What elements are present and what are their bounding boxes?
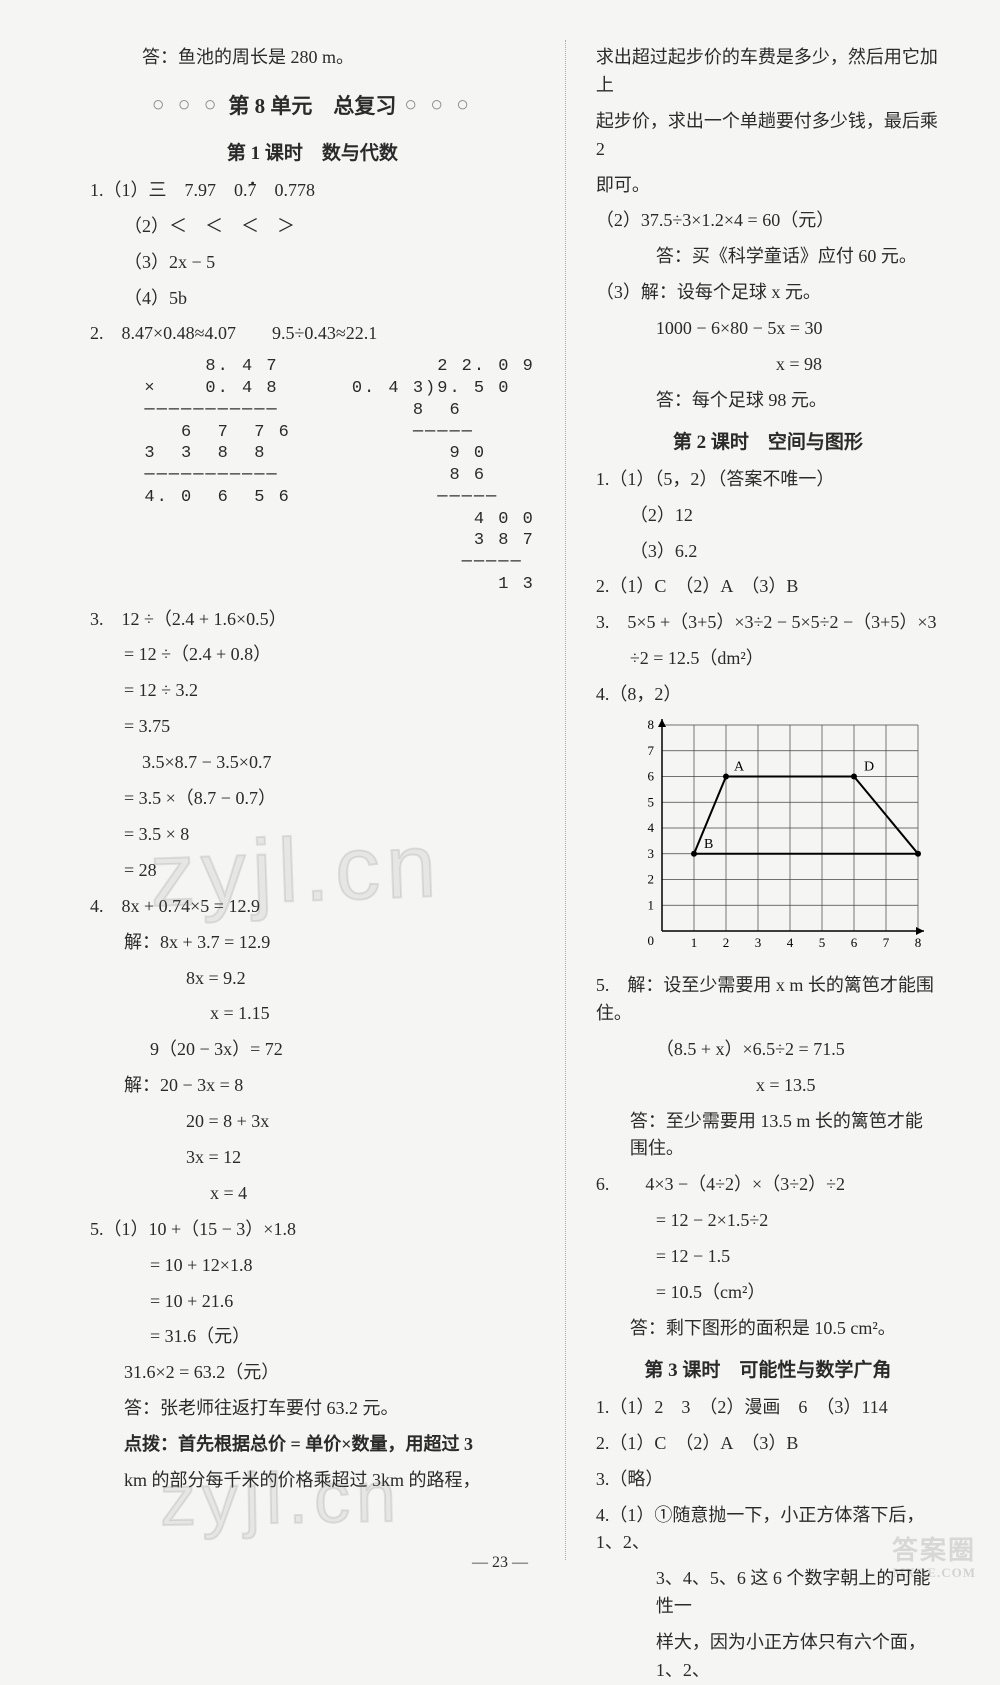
- q5-7: km 的部分每千米的价格乘超过 3km 的路程，: [90, 1467, 535, 1495]
- trapezoid-chart: 12345678123456780ABCD: [596, 717, 940, 962]
- q1-2: （2）＜ ＜ ＜ ＞: [90, 213, 535, 241]
- intro-answer: 答：鱼池的周长是 280 m。: [90, 44, 535, 72]
- q4-8: x = 4: [90, 1180, 535, 1208]
- q4-5: 解：20 − 3x = 8: [90, 1072, 535, 1100]
- svg-text:8: 8: [647, 717, 654, 732]
- svg-text:2: 2: [647, 872, 654, 887]
- g5-3: 答：至少需要用 13.5 m 长的篱笆才能围住。: [596, 1108, 940, 1164]
- h2: 2.（1）C （2）A （3）B: [596, 1430, 940, 1458]
- svg-text:2: 2: [723, 935, 730, 950]
- q4-3: x = 1.15: [90, 1000, 535, 1028]
- svg-text:3: 3: [755, 935, 762, 950]
- q5-4: 31.6×2 = 63.2（元）: [90, 1359, 535, 1387]
- h3: 3.（略）: [596, 1466, 940, 1494]
- svg-text:5: 5: [647, 794, 654, 809]
- q5-0: 5.（1）10 +（15 − 3）×1.8: [90, 1216, 535, 1244]
- q3-2: = 12 ÷ 3.2: [90, 677, 535, 705]
- g3-1: ÷2 = 12.5（dm²）: [596, 645, 940, 673]
- svg-text:4: 4: [647, 820, 654, 835]
- g5-0: 5. 解：设至少需要用 x m 长的篱笆才能围住。: [596, 972, 940, 1028]
- svg-text:1: 1: [691, 935, 698, 950]
- svg-text:6: 6: [851, 935, 858, 950]
- svg-text:5: 5: [819, 935, 826, 950]
- svg-text:B: B: [704, 837, 713, 852]
- cont-0: 求出超过起步价的车费是多少，然后用它加上: [596, 44, 940, 100]
- g6-2: = 12 − 1.5: [596, 1243, 940, 1271]
- q4-6: 20 = 8 + 3x: [90, 1108, 535, 1136]
- badge-text: 答案圈: [892, 1537, 976, 1566]
- lesson1-header: 第 1 课时 数与代数: [90, 138, 535, 165]
- g6-4: 答：剩下图形的面积是 10.5 cm²。: [596, 1315, 940, 1343]
- q1-4: （4）5b: [90, 285, 535, 313]
- q2-longcalc: 8. 4 7 2 2. 0 9 × 0. 4 8 0. 4 3)9. 5 0 ─…: [120, 356, 535, 595]
- q5-5: 答：张老师往返打车要付 63.2 元。: [90, 1395, 535, 1423]
- g4: 4.（8，2）: [596, 681, 940, 709]
- q4-4: 9（20 − 3x）= 72: [90, 1036, 535, 1064]
- p3-2: x = 98: [596, 351, 940, 379]
- q1-1: 1.（1）三 7.97 0.7 0.778: [90, 177, 535, 205]
- g1-2: （3）6.2: [596, 538, 940, 566]
- q3-5: = 3.5 ×（8.7 − 0.7）: [90, 785, 535, 813]
- lesson2-header: 第 2 课时 空间与图形: [596, 427, 940, 454]
- q4-2: 8x = 9.2: [90, 965, 535, 993]
- left-column: 答：鱼池的周长是 280 m。 ○ ○ ○ 第 8 单元 总复习 ○ ○ ○ 第…: [90, 40, 535, 1560]
- q5-2: = 10 + 21.6: [90, 1288, 535, 1316]
- p3-3: 答：每个足球 98 元。: [596, 387, 940, 415]
- q4-0: 4. 8x + 0.74×5 = 12.9: [90, 893, 535, 921]
- g5-2: x = 13.5: [596, 1072, 940, 1100]
- q3-4: 3.5×8.7 − 3.5×0.7: [90, 749, 535, 777]
- g6-0: 6. 4×3 −（4÷2）×（3÷2）÷2: [596, 1171, 940, 1199]
- footer-badge: 答案圈 MXQE.COM: [892, 1537, 976, 1580]
- cont-2: 即可。: [596, 172, 940, 200]
- p3-1: 1000 − 6×80 − 5x = 30: [596, 315, 940, 343]
- svg-text:D: D: [864, 760, 874, 775]
- p2-0: （2）37.5÷3×1.2×4 = 60（元）: [596, 207, 940, 235]
- svg-text:3: 3: [647, 846, 654, 861]
- q1-3: （3）2x − 5: [90, 249, 535, 277]
- q5-1: = 10 + 12×1.8: [90, 1252, 535, 1280]
- q5-6: 点拨：首先根据总价 = 单价×数量，用超过 3: [90, 1431, 535, 1459]
- h1: 1.（1）2 3 （2）漫画 6 （3）114: [596, 1394, 940, 1422]
- h4-2: 样大，因为小正方体只有六个面，1、2、: [596, 1629, 940, 1685]
- chart-svg: 12345678123456780ABCD: [628, 717, 928, 957]
- svg-text:8: 8: [915, 935, 922, 950]
- q2-head: 2. 8.47×0.48≈4.07 9.5÷0.43≈22.1: [90, 320, 535, 348]
- svg-text:6: 6: [647, 769, 654, 784]
- g5-1: （8.5 + x）×6.5÷2 = 71.5: [596, 1036, 940, 1064]
- svg-text:0: 0: [647, 933, 654, 948]
- q4-7: 3x = 12: [90, 1144, 535, 1172]
- q5-3: = 31.6（元）: [90, 1323, 535, 1351]
- h4-1: 3、4、5、6 这 6 个数字朝上的可能性一: [596, 1565, 940, 1621]
- badge-url: MXQE.COM: [892, 1566, 976, 1580]
- g3-0: 3. 5×5 +（3+5）×3÷2 − 5×5÷2 −（3+5）×3: [596, 609, 940, 637]
- unit-title: 第 8 单元 总复习: [228, 90, 396, 120]
- q3-7: = 28: [90, 857, 535, 885]
- svg-text:7: 7: [883, 935, 890, 950]
- svg-text:4: 4: [787, 935, 794, 950]
- g6-1: = 12 − 2×1.5÷2: [596, 1207, 940, 1235]
- q4-1: 解：8x + 3.7 = 12.9: [90, 929, 535, 957]
- q3-1: = 12 ÷（2.4 + 0.8）: [90, 641, 535, 669]
- q3-6: = 3.5 × 8: [90, 821, 535, 849]
- p3-0: （3）解：设每个足球 x 元。: [596, 279, 940, 307]
- dot-deco-right: ○ ○ ○: [404, 92, 473, 117]
- p2-1: 答：买《科学童话》应付 60 元。: [596, 243, 940, 271]
- cont-1: 起步价，求出一个单趟要付多少钱，最后乘 2: [596, 108, 940, 164]
- g2: 2.（1）C （2）A （3）B: [596, 573, 940, 601]
- q3-0: 3. 12 ÷（2.4 + 1.6×0.5）: [90, 606, 535, 634]
- h4-0: 4.（1）①随意抛一下，小正方体落下后，1、2、: [596, 1502, 940, 1558]
- svg-text:A: A: [734, 760, 745, 775]
- lesson3-header: 第 3 课时 可能性与数学广角: [596, 1355, 940, 1382]
- dot-deco-left: ○ ○ ○: [152, 92, 221, 117]
- svg-text:7: 7: [647, 743, 654, 758]
- q3-3: = 3.75: [90, 713, 535, 741]
- g1-1: （2）12: [596, 502, 940, 530]
- g1-0: 1.（1）（5，2）（答案不唯一）: [596, 466, 940, 494]
- g6-3: = 10.5（cm²）: [596, 1279, 940, 1307]
- column-divider: [565, 40, 566, 1560]
- page-number: — 23 —: [472, 1554, 528, 1572]
- unit-header: ○ ○ ○ 第 8 单元 总复习 ○ ○ ○: [90, 90, 535, 120]
- svg-text:1: 1: [647, 897, 654, 912]
- right-column: 求出超过起步价的车费是多少，然后用它加上 起步价，求出一个单趟要付多少钱，最后乘…: [596, 40, 940, 1560]
